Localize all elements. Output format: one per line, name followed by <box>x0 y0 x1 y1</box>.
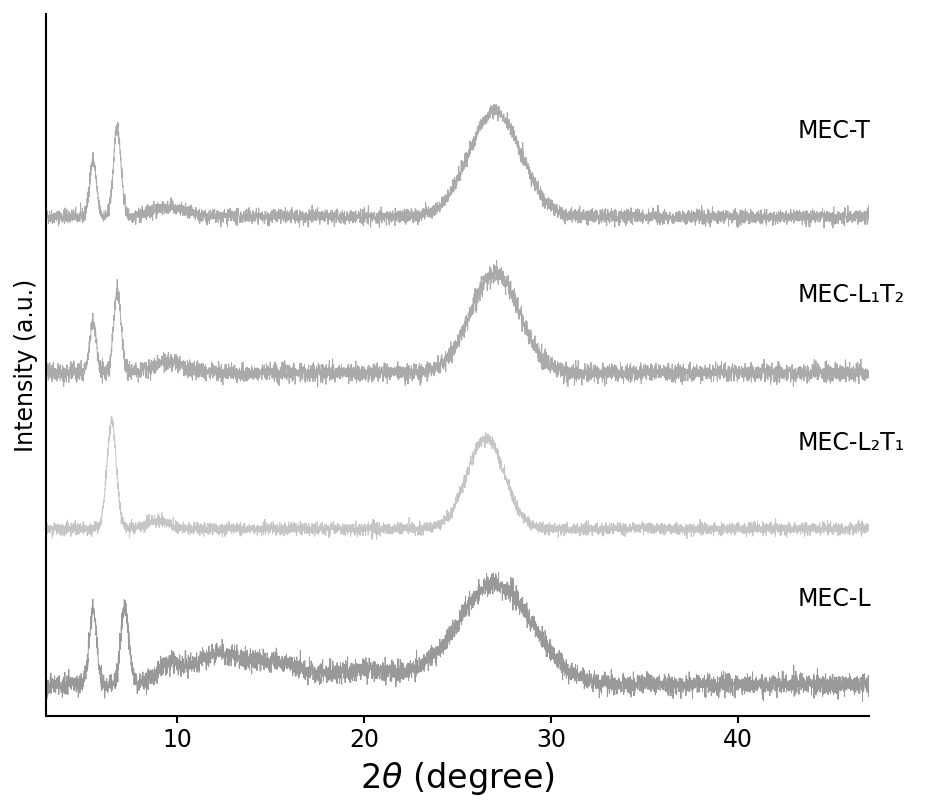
Text: MEC-L₁T₂: MEC-L₁T₂ <box>797 283 904 307</box>
Text: MEC-L: MEC-L <box>797 587 870 611</box>
Y-axis label: Intensity (a.u.): Intensity (a.u.) <box>14 278 38 452</box>
X-axis label: $2\theta$ (degree): $2\theta$ (degree) <box>360 760 554 797</box>
Text: MEC-L₂T₁: MEC-L₂T₁ <box>797 431 904 455</box>
Text: MEC-T: MEC-T <box>797 119 870 143</box>
